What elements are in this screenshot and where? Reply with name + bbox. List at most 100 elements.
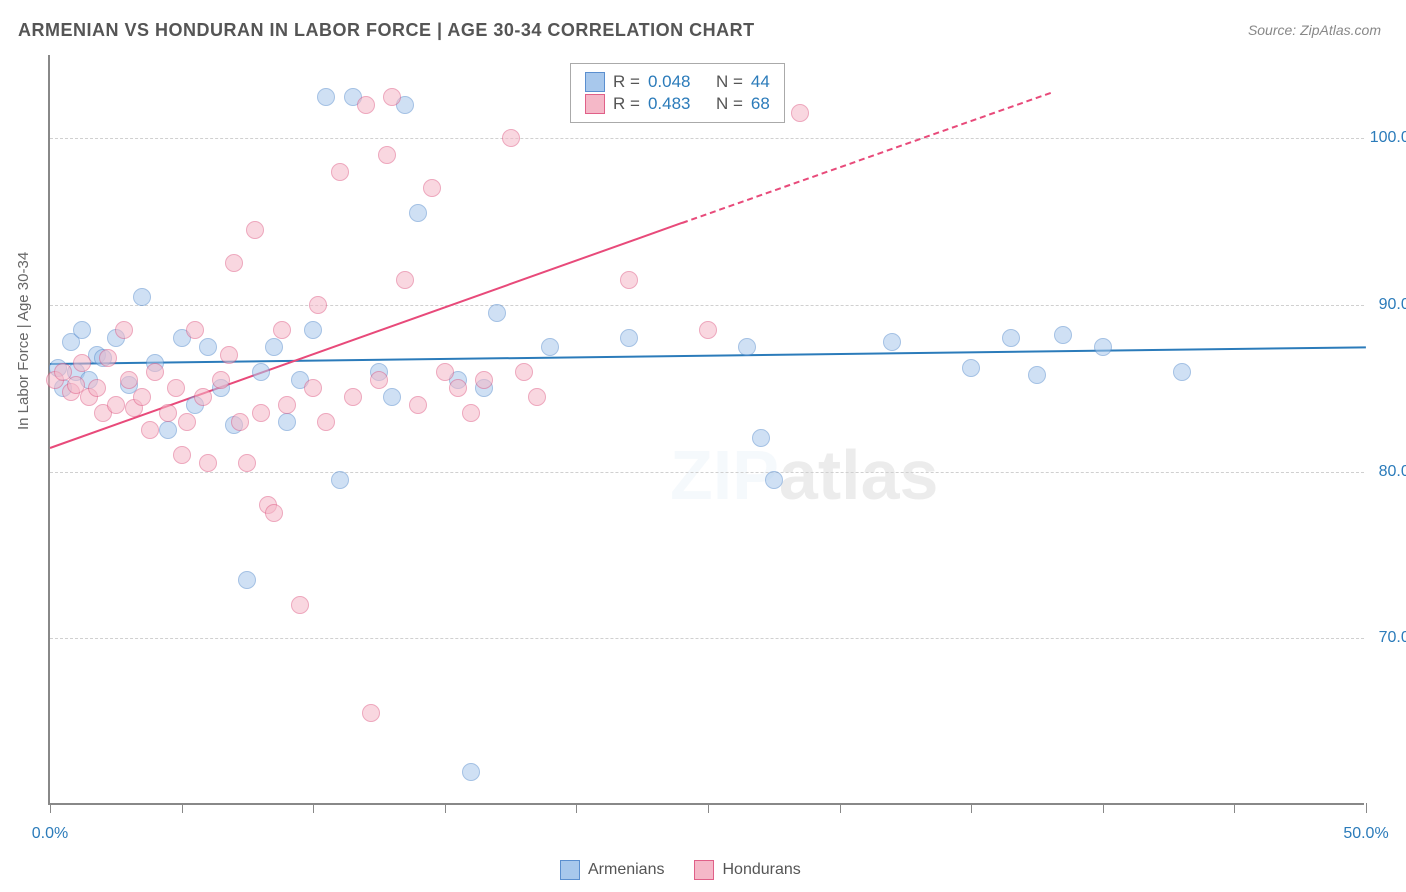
data-point xyxy=(1002,329,1020,347)
data-point xyxy=(383,88,401,106)
data-point xyxy=(1028,366,1046,384)
n-label: N = xyxy=(716,94,743,114)
data-point xyxy=(194,388,212,406)
data-point xyxy=(370,371,388,389)
gridline xyxy=(50,138,1364,139)
data-point xyxy=(273,321,291,339)
data-point xyxy=(1054,326,1072,344)
trend-line xyxy=(50,222,682,449)
x-tick xyxy=(1103,803,1104,813)
x-tick xyxy=(182,803,183,813)
data-point xyxy=(73,354,91,372)
data-point xyxy=(475,371,493,389)
y-tick-label: 80.0% xyxy=(1369,463,1406,481)
data-point xyxy=(278,413,296,431)
stats-row-hondurans: R = 0.483 N = 68 xyxy=(585,94,770,114)
x-tick xyxy=(840,803,841,813)
data-point xyxy=(738,338,756,356)
data-point xyxy=(199,454,217,472)
data-point xyxy=(265,338,283,356)
data-point xyxy=(317,413,335,431)
data-point xyxy=(225,254,243,272)
data-point xyxy=(309,296,327,314)
x-tick xyxy=(445,803,446,813)
data-point xyxy=(212,371,230,389)
swatch-armenians-icon xyxy=(560,860,580,880)
legend-item-hondurans: Hondurans xyxy=(694,860,800,880)
data-point xyxy=(541,338,559,356)
data-point xyxy=(238,454,256,472)
data-point xyxy=(252,404,270,422)
x-tick xyxy=(50,803,51,813)
n-value-hondurans: 68 xyxy=(751,94,770,114)
x-tick-label: 0.0% xyxy=(32,825,68,843)
data-point xyxy=(488,304,506,322)
data-point xyxy=(620,329,638,347)
data-point xyxy=(331,471,349,489)
data-point xyxy=(436,363,454,381)
data-point xyxy=(246,221,264,239)
watermark: ZIPatlas xyxy=(670,435,938,515)
data-point xyxy=(883,333,901,351)
data-point xyxy=(231,413,249,431)
chart-title: ARMENIAN VS HONDURAN IN LABOR FORCE | AG… xyxy=(18,20,755,41)
r-value-armenians: 0.048 xyxy=(648,72,691,92)
y-tick-label: 70.0% xyxy=(1369,629,1406,647)
data-point xyxy=(186,321,204,339)
x-tick xyxy=(1234,803,1235,813)
x-tick xyxy=(708,803,709,813)
source-label: Source: ZipAtlas.com xyxy=(1248,22,1381,38)
data-point xyxy=(159,404,177,422)
n-label: N = xyxy=(716,72,743,92)
x-tick xyxy=(1366,803,1367,813)
x-tick xyxy=(313,803,314,813)
data-point xyxy=(620,271,638,289)
r-label: R = xyxy=(613,94,640,114)
data-point xyxy=(178,413,196,431)
data-point xyxy=(167,379,185,397)
data-point xyxy=(304,379,322,397)
data-point xyxy=(99,349,117,367)
data-point xyxy=(88,379,106,397)
data-point xyxy=(73,321,91,339)
data-point xyxy=(962,359,980,377)
data-point xyxy=(317,88,335,106)
data-point xyxy=(291,596,309,614)
y-tick-label: 100.0% xyxy=(1369,129,1406,147)
data-point xyxy=(141,421,159,439)
data-point xyxy=(199,338,217,356)
x-tick xyxy=(971,803,972,813)
data-point xyxy=(383,388,401,406)
data-point xyxy=(449,379,467,397)
data-point xyxy=(173,446,191,464)
stats-row-armenians: R = 0.048 N = 44 xyxy=(585,72,770,92)
data-point xyxy=(344,388,362,406)
n-value-armenians: 44 xyxy=(751,72,770,92)
data-point xyxy=(278,396,296,414)
data-point xyxy=(423,179,441,197)
legend-item-armenians: Armenians xyxy=(560,860,664,880)
y-axis-label: In Labor Force | Age 30-34 xyxy=(15,252,32,430)
data-point xyxy=(115,321,133,339)
data-point xyxy=(252,363,270,381)
data-point xyxy=(133,388,151,406)
data-point xyxy=(791,104,809,122)
swatch-armenians-icon xyxy=(585,72,605,92)
data-point xyxy=(1094,338,1112,356)
data-point xyxy=(159,421,177,439)
data-point xyxy=(107,396,125,414)
data-point xyxy=(515,363,533,381)
data-point xyxy=(1173,363,1191,381)
data-point xyxy=(133,288,151,306)
trend-line xyxy=(50,347,1366,366)
data-point xyxy=(238,571,256,589)
data-point xyxy=(220,346,238,364)
bottom-legend: Armenians Hondurans xyxy=(560,860,801,880)
swatch-hondurans-icon xyxy=(694,860,714,880)
data-point xyxy=(378,146,396,164)
data-point xyxy=(146,363,164,381)
r-label: R = xyxy=(613,72,640,92)
data-point xyxy=(699,321,717,339)
gridline xyxy=(50,305,1364,306)
data-point xyxy=(462,763,480,781)
